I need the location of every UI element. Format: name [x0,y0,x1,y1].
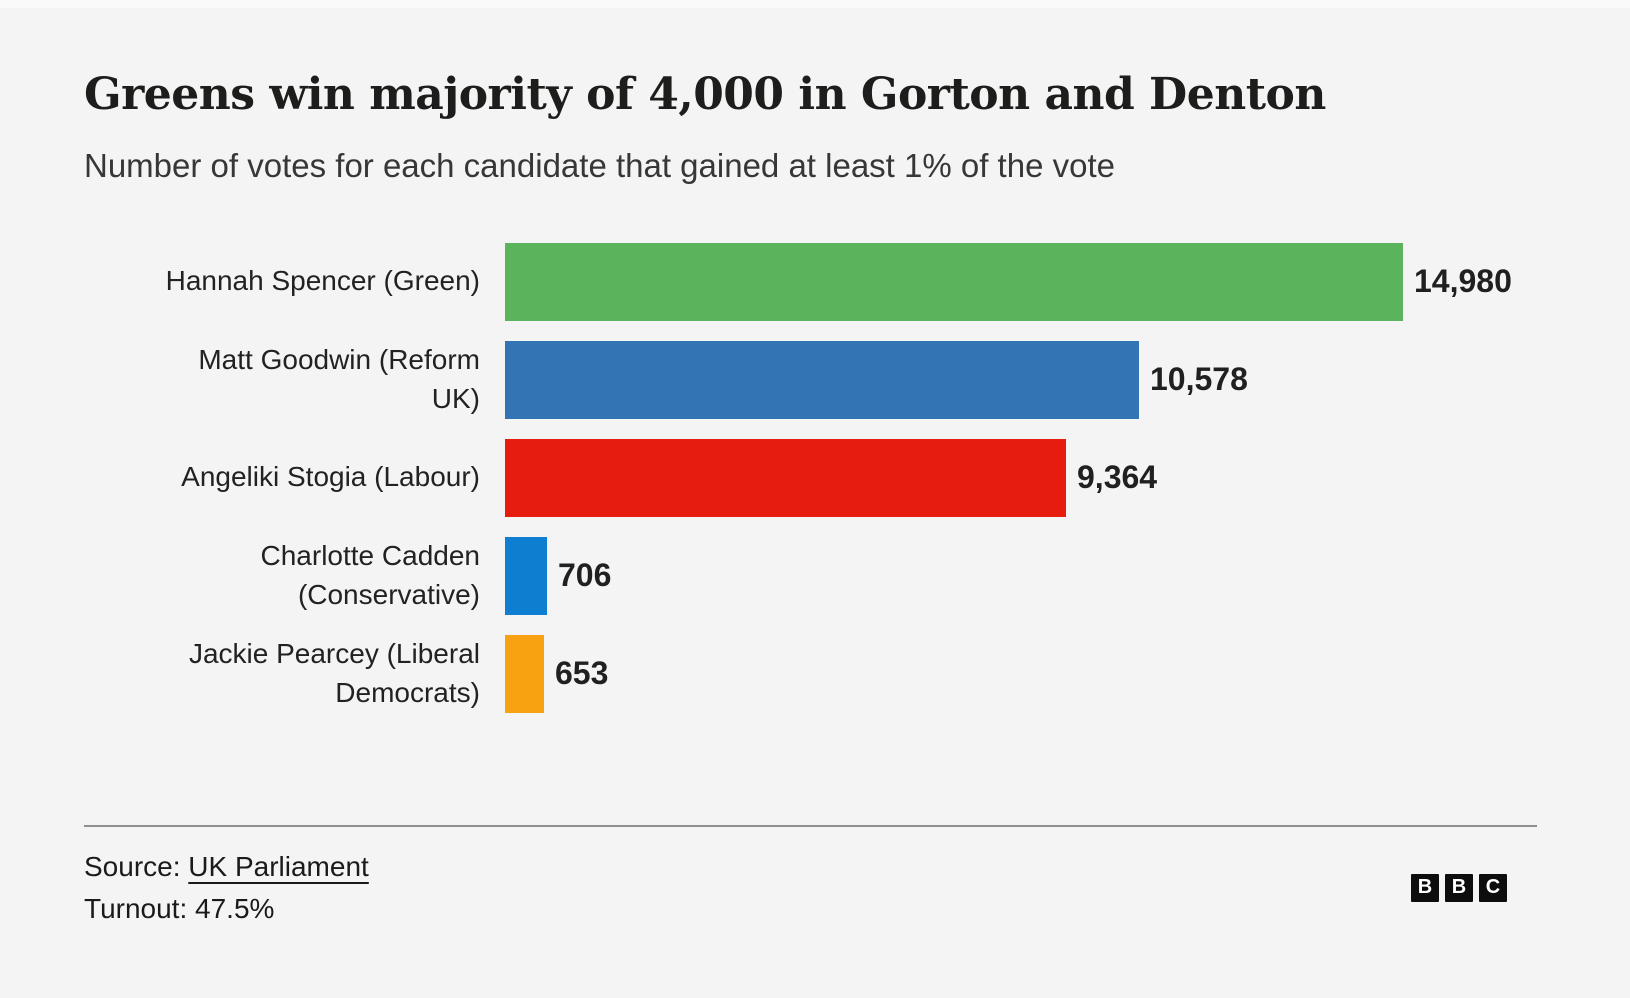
bar-row: Matt Goodwin (Reform UK) 10,578 [84,340,1537,419]
source-block: Source: UK Parliament Turnout: 47.5% [84,846,369,930]
footer: Source: UK Parliament Turnout: 47.5% B B… [84,846,1537,930]
bar [505,634,544,713]
top-strip [0,0,1630,8]
chart-card: Greens win majority of 4,000 in Gorton a… [0,69,1630,930]
source-label: Source: [84,850,189,882]
bar-label: Charlotte Cadden (Conservative) [260,539,480,610]
footer-divider [84,824,1537,827]
bbc-logo-letter: B [1411,873,1439,902]
bar-value: 10,578 [1150,361,1248,398]
bar-label: Jackie Pearcey (Liberal Democrats) [188,637,480,708]
bar-track: 653 [505,634,1537,713]
bbc-logo-letter: C [1479,873,1507,902]
bar-row: Hannah Spencer (Green) 14,980 [84,242,1537,321]
bar-value: 9,364 [1077,459,1158,496]
bar-label: Hannah Spencer (Green) [165,265,480,297]
bar-value: 653 [555,655,609,692]
bar-track: 10,578 [505,340,1537,419]
bar [505,242,1403,321]
source-line: Source: UK Parliament [84,846,369,888]
bar-track: 14,980 [505,242,1537,321]
bbc-logo: B B C [1411,873,1507,902]
chart-subtitle: Number of votes for each candidate that … [84,146,1115,184]
bar-track: 706 [505,536,1537,615]
bar-label: Angeliki Stogia (Labour) [181,461,480,493]
bar-track: 9,364 [505,438,1537,517]
bar [505,438,1066,517]
bar-value: 706 [558,557,612,594]
bar-row: Jackie Pearcey (Liberal Democrats) 653 [84,634,1537,713]
bar [505,536,547,615]
bar [505,340,1139,419]
bar-value: 14,980 [1414,263,1512,300]
bar-rows: Hannah Spencer (Green) 14,980 Matt Goodw… [84,242,1537,713]
source-link[interactable]: UK Parliament [188,850,369,882]
turnout-line: Turnout: 47.5% [84,892,275,924]
page-title: Greens win majority of 4,000 in Gorton a… [84,69,1326,120]
bar-row: Angeliki Stogia (Labour) 9,364 [84,438,1537,517]
bbc-logo-letter: B [1445,873,1473,902]
bar-row: Charlotte Cadden (Conservative) 706 [84,536,1537,615]
bar-label: Matt Goodwin (Reform UK) [198,343,480,414]
bar-chart: Hannah Spencer (Green) 14,980 Matt Goodw… [84,242,1537,713]
